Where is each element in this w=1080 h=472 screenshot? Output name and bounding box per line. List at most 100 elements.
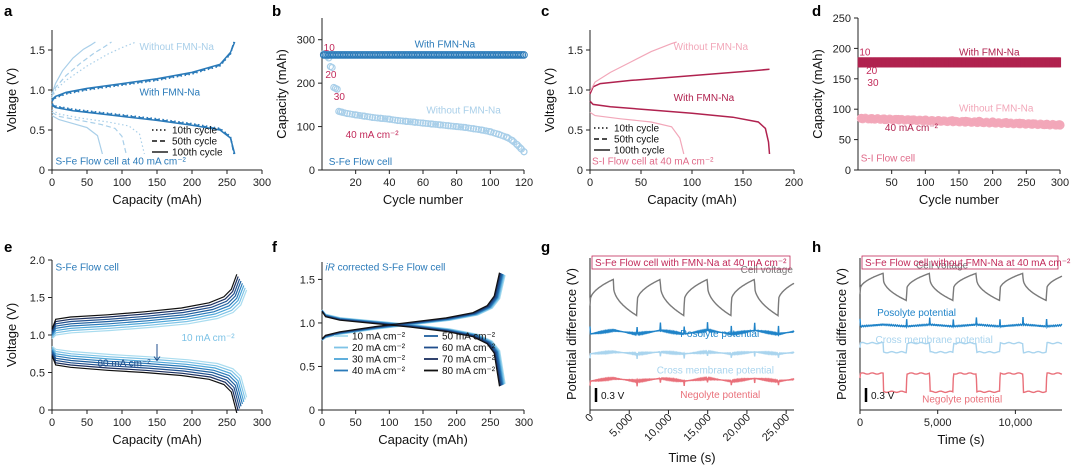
- y-tick-label: 0: [39, 405, 45, 417]
- data-point: [356, 111, 364, 119]
- x-tick-label: 250: [218, 177, 236, 189]
- data-point: [374, 114, 382, 122]
- series-line: [321, 273, 503, 340]
- data-point: [434, 121, 442, 129]
- annotation-text: 30: [334, 92, 346, 103]
- data-point: [379, 114, 387, 122]
- x-tick-label: 20: [350, 177, 362, 189]
- legend-entry: 60 mA cm⁻²: [442, 343, 496, 354]
- x-tick-label: 20,000: [721, 412, 753, 444]
- panel-e: 0 50 100 150 200 250 300 0 0.5 1.0 1.5 2.0 Capacity …: [4, 239, 271, 447]
- data-point: [361, 112, 369, 120]
- panel-b: 20 40 60 80 100 120 0 100 200 300 Cycle number Capa…: [272, 3, 533, 207]
- x-tick-label: 150: [414, 417, 432, 429]
- annotation-text: 10 mA cm⁻²: [182, 333, 236, 344]
- legend-entry: 80 mA cm⁻²: [442, 366, 496, 377]
- annotation-text: S-I Flow cell at 40 mA cm⁻²: [592, 156, 714, 167]
- data-point: [449, 122, 457, 130]
- series-line: [321, 272, 501, 340]
- panel-letter: c: [541, 3, 549, 20]
- data-point: [343, 110, 351, 118]
- y-tick-label: 100: [297, 122, 315, 134]
- annotation-text: S-I Flow cell: [861, 153, 915, 164]
- data-point: [328, 63, 336, 72]
- annotation-text: 30: [867, 78, 879, 89]
- data-point: [366, 113, 374, 121]
- x-tick-label: 200: [183, 177, 201, 189]
- data-point: [439, 121, 447, 129]
- x-tick-label: 300: [1051, 177, 1069, 189]
- x-tick-label: 200: [785, 177, 803, 189]
- x-tick-label: 5,000: [924, 417, 952, 429]
- y-axis-label: Potential difference (V): [834, 268, 849, 400]
- y-axis-label: Voltage (V): [4, 68, 19, 132]
- series-line: [51, 115, 103, 155]
- series-line: [51, 111, 127, 155]
- series-line: [51, 109, 145, 155]
- panel-h: 0 5,000 10,000 Time (s) Potential difference…: [812, 239, 1071, 447]
- y-tick-label: 150: [833, 74, 851, 86]
- y-tick-label: 0.5: [568, 125, 583, 137]
- y-tick-label: 50: [839, 135, 851, 147]
- data-point: [520, 51, 528, 59]
- data-point: [404, 118, 412, 126]
- x-tick-label: 0: [49, 417, 55, 429]
- series-line: [859, 341, 1063, 354]
- y-tick-label: 2.0: [30, 255, 45, 267]
- legend-entry: 30 mA cm⁻²: [352, 355, 406, 366]
- y-tick-label: 200: [297, 78, 315, 90]
- series-line: [51, 41, 96, 95]
- data-point: [353, 111, 361, 119]
- annotation-text: 40 mA cm⁻²: [346, 130, 400, 141]
- y-tick-label: 1.5: [300, 274, 315, 286]
- x-axis-label: Capacity (mAh): [378, 432, 468, 447]
- annotation-text: Without FMN-Na: [426, 106, 501, 117]
- data-point: [462, 124, 470, 132]
- data-point: [396, 117, 404, 125]
- series-line: [51, 289, 248, 340]
- annotation-text: Without FMN-Na: [674, 42, 749, 53]
- data-point: [432, 120, 440, 128]
- data-point: [399, 117, 407, 125]
- series-line: [51, 280, 242, 334]
- series-line: [859, 316, 1063, 330]
- series-label: Cell voltage: [741, 265, 794, 276]
- x-tick-label: 5,000: [607, 412, 635, 440]
- data-point: [444, 122, 452, 130]
- annotation-text: Without FMN-Na: [140, 42, 215, 53]
- data-point: [381, 115, 389, 123]
- data-point: [416, 119, 424, 127]
- legend-entry: 20 mA cm⁻²: [352, 343, 406, 354]
- x-tick-label: 80: [451, 177, 463, 189]
- y-tick-label: 200: [833, 43, 851, 55]
- data-point: [406, 118, 414, 126]
- x-tick-label: 50: [81, 417, 93, 429]
- series-line: [51, 348, 245, 402]
- x-tick-label: 250: [481, 417, 499, 429]
- data-point: [422, 119, 430, 127]
- series-line: [51, 278, 241, 333]
- y-tick-label: 1.5: [30, 45, 45, 57]
- annotation-text: S-Fe Flow cell: [329, 157, 392, 168]
- x-tick-label: 100: [683, 177, 701, 189]
- series-label: Negolyte potential: [922, 394, 1002, 405]
- data-point: [358, 112, 366, 120]
- series-line: [51, 274, 238, 330]
- annotation-text: 10: [324, 43, 336, 54]
- x-tick-label: 0: [319, 417, 325, 429]
- x-tick-label: 100: [916, 177, 934, 189]
- y-tick-label: 0: [309, 165, 315, 177]
- x-tick-label: 40: [383, 177, 395, 189]
- series-line: [51, 355, 238, 414]
- x-tick-label: 120: [515, 177, 533, 189]
- x-tick-label: 200: [983, 177, 1001, 189]
- data-point: [376, 114, 384, 122]
- annotation-text: 10: [859, 48, 871, 59]
- x-tick-label: 250: [218, 417, 236, 429]
- series-line: [859, 272, 1063, 302]
- series-label: Cross membrane potential: [657, 366, 774, 377]
- x-axis-label: Time (s): [937, 432, 984, 447]
- series-line: [51, 276, 239, 331]
- x-tick-label: 100: [481, 177, 499, 189]
- series-line: [51, 349, 243, 405]
